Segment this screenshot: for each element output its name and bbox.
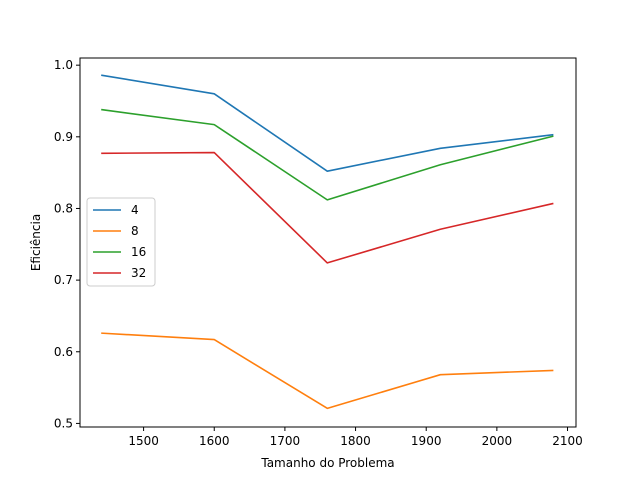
x-tick-label: 1600 (199, 434, 230, 448)
legend-label: 4 (131, 203, 139, 217)
y-tick-label: 0.9 (54, 130, 73, 144)
x-axis: 1500 1600 1700 1800 1900 2000 2100 (128, 427, 583, 448)
y-axis-label: Eficiência (29, 214, 43, 271)
y-axis: 0.5 0.6 0.7 0.8 0.9 1.0 (54, 58, 80, 430)
legend-label: 8 (131, 224, 139, 238)
legend-label: 32 (131, 266, 146, 280)
series-layer (101, 74, 554, 410)
x-tick-label: 2100 (552, 434, 583, 448)
y-tick-label: 0.7 (54, 273, 73, 287)
x-tick-label: 1500 (128, 434, 159, 448)
y-tick-label: 1.0 (54, 58, 73, 72)
y-tick-label: 0.8 (54, 201, 73, 215)
legend-label: 16 (131, 245, 146, 259)
series-line-8 (101, 332, 554, 410)
y-tick-label: 0.6 (54, 345, 73, 359)
legend-box (86, 197, 156, 287)
series-line-4 (101, 74, 554, 173)
y-tick-label: 0.5 (54, 416, 73, 430)
x-axis-label: Tamanho do Problema (260, 456, 394, 470)
series-line-16 (101, 108, 554, 201)
plot-frame (79, 57, 577, 428)
x-tick-label: 1700 (270, 434, 301, 448)
x-tick-label: 1800 (340, 434, 371, 448)
legend: 4 8 16 32 (86, 197, 156, 287)
series-line-32 (101, 151, 554, 264)
x-tick-label: 1900 (411, 434, 442, 448)
x-tick-label: 2000 (482, 434, 513, 448)
